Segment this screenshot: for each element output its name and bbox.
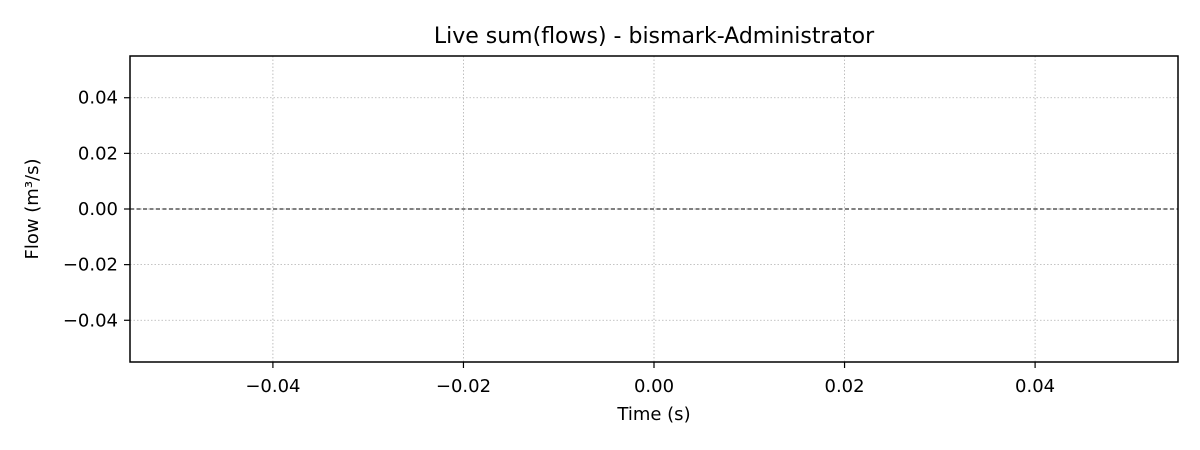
x-tick-label: 0.00 [634, 376, 674, 397]
x-tick-label: 0.02 [825, 376, 865, 397]
x-tick-label: 0.04 [1015, 376, 1055, 397]
y-tick-label: −0.04 [63, 310, 118, 331]
chart-title: Live sum(flows) - bismark-Administrator [434, 24, 875, 49]
x-tick-label: −0.02 [436, 376, 491, 397]
y-axis: −0.04 −0.02 0.00 0.02 0.04 [63, 88, 130, 331]
y-tick-label: 0.04 [78, 88, 118, 109]
y-tick-label: −0.02 [63, 255, 118, 276]
y-tick-label: 0.02 [78, 143, 118, 164]
y-axis-label: Flow (m³/s) [22, 158, 43, 259]
x-axis-label: Time (s) [616, 404, 690, 425]
y-tick-label: 0.00 [78, 199, 118, 220]
x-tick-label: −0.04 [245, 376, 300, 397]
x-axis: −0.04 −0.02 0.00 0.02 0.04 [245, 362, 1055, 397]
